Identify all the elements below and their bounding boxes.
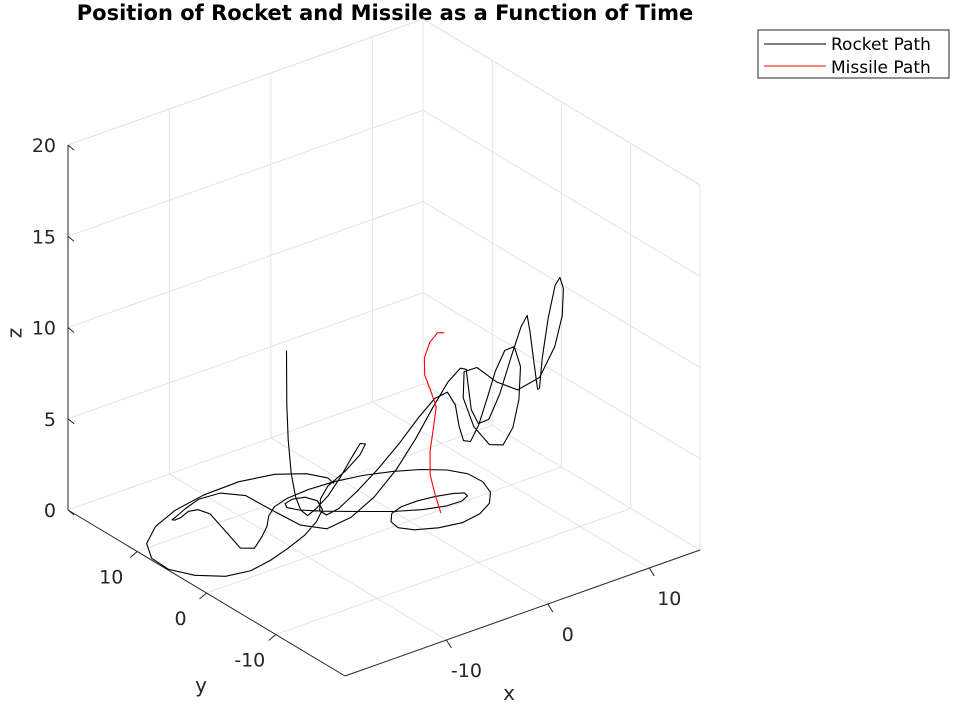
x-tick-label: -10 [451, 660, 482, 682]
floor-grid-y [275, 508, 631, 635]
back-wall-grid-z [67, 292, 424, 420]
y-tick-label: 10 [99, 567, 123, 589]
floor-grid-y [137, 425, 493, 552]
x-tick-mark [648, 567, 655, 577]
grid-layer [67, 18, 701, 641]
back-wall-grid-z [67, 109, 424, 237]
z-tick-label: 5 [44, 409, 56, 431]
z-axis-label: z [3, 328, 27, 339]
side-wall-grid-z [422, 292, 701, 460]
y-axis-label: y [195, 673, 207, 697]
y-tick-mark [199, 592, 207, 600]
legend-label-missile: Missile Path [831, 58, 931, 78]
z-tick-label: 20 [32, 135, 56, 157]
z-tick-label: 15 [32, 226, 56, 248]
legend-label-rocket: Rocket Path [831, 35, 931, 55]
x-tick-label: 0 [562, 624, 574, 646]
z-tick-label: 10 [32, 318, 56, 340]
side-wall-grid-z [422, 383, 701, 551]
rocket-path-line [146, 276, 564, 577]
x-tick-label: 10 [657, 588, 681, 610]
series-layer [146, 276, 564, 577]
axes-layer: -10 0 10 -10 0 10 0 5 10 15 20 [32, 135, 701, 682]
y-tick-label: 0 [174, 608, 186, 630]
z-tick-mark [67, 235, 75, 242]
z-tick-mark [67, 509, 75, 516]
z-tick-mark [67, 418, 75, 425]
z-tick-mark [67, 327, 75, 333]
x-tick-mark [446, 639, 452, 649]
back-wall-grid-z [67, 201, 424, 328]
y-tick-label: -10 [234, 650, 265, 672]
x-tick-mark [547, 603, 554, 613]
missile-path-line [423, 332, 445, 514]
y-tick-mark [129, 551, 138, 558]
y-tick-mark [268, 634, 277, 641]
legend: Rocket Path Missile Path [757, 29, 950, 79]
x-axis-label: x [503, 681, 515, 704]
box-edge [67, 18, 424, 146]
side-wall-grid-z [422, 109, 701, 277]
back-wall-grid-z [67, 383, 424, 511]
box-edge [422, 18, 701, 186]
floor-grid-y [206, 466, 562, 594]
chart-title: Position of Rocket and Missile as a Func… [77, 1, 693, 25]
z-tick-mark [67, 144, 75, 151]
legend-box [757, 29, 950, 79]
z-tick-label: 0 [44, 500, 56, 522]
side-wall-grid-z [422, 201, 701, 368]
x-axis-line [344, 549, 701, 677]
